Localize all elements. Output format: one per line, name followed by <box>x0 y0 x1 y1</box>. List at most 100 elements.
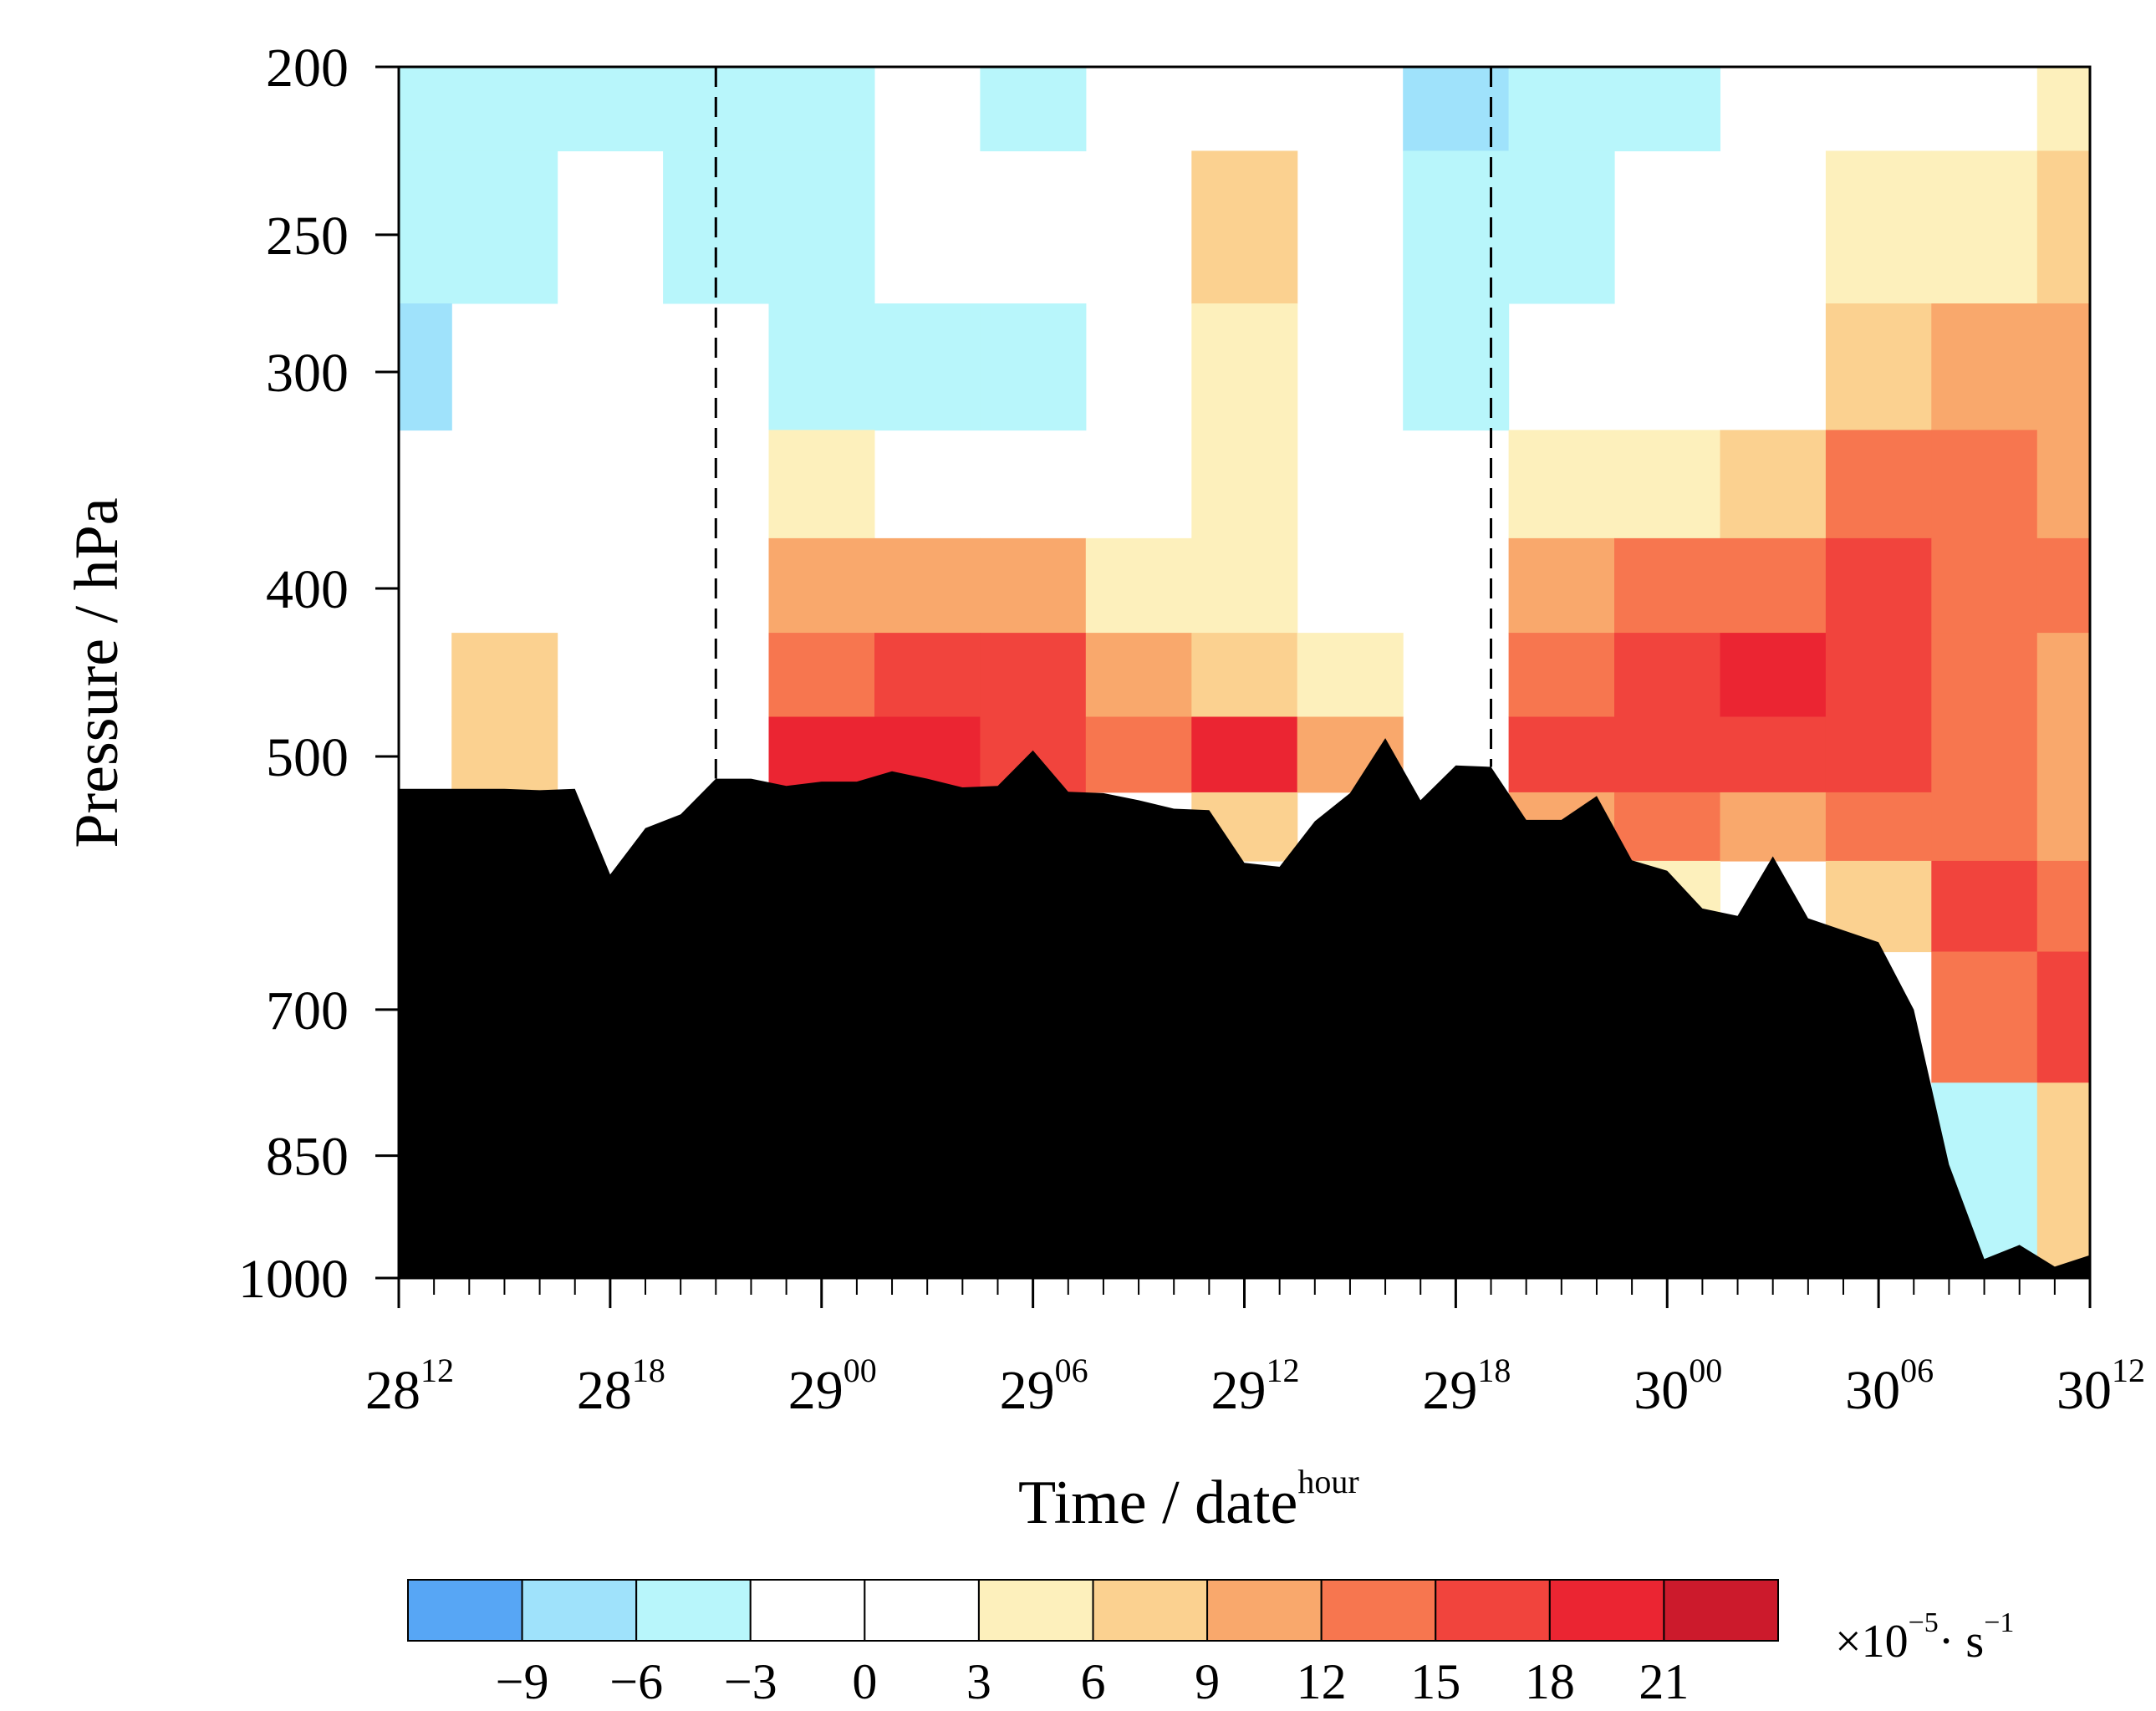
field-cell <box>1297 633 1404 718</box>
field-cell <box>2036 150 2090 304</box>
terrain-mask <box>399 738 2090 1278</box>
field-cell <box>1191 633 1298 718</box>
field-cell <box>874 633 981 718</box>
field-cell <box>1825 150 1932 304</box>
colorbar-unit: ×10−5· s−1 <box>1835 1607 2014 1668</box>
y-tick-label: 500 <box>266 727 349 788</box>
field-cell <box>399 67 452 151</box>
field-cell <box>980 537 1087 634</box>
field-cell <box>1614 792 1720 862</box>
colorbar-tick-label: 6 <box>1081 1654 1106 1709</box>
y-tick-label: 250 <box>266 206 349 267</box>
x-tick-hour: 06 <box>1900 1352 1934 1389</box>
x-tick-label: 3006 <box>1845 1352 1934 1421</box>
field-cell <box>768 633 875 718</box>
x-tick-date: 29 <box>1422 1360 1477 1421</box>
field-cell <box>1508 67 1615 151</box>
colorbar-box <box>1548 1579 1665 1642</box>
field-cell <box>399 303 452 431</box>
colorbar-box <box>521 1579 638 1642</box>
x-tick-label: 2900 <box>788 1352 877 1421</box>
field-cell <box>2036 860 2090 953</box>
x-tick-hour: 00 <box>844 1352 877 1389</box>
field-cell <box>1931 716 2038 793</box>
field-cell <box>1508 430 1615 539</box>
field-cell <box>2036 951 2090 1083</box>
field-cell <box>980 67 1087 151</box>
field-cell <box>451 716 558 793</box>
x-tick-label: 3000 <box>1634 1352 1722 1421</box>
field-cell <box>2036 303 2090 431</box>
field-cell <box>1931 150 2038 304</box>
field-cell <box>451 633 558 718</box>
field-cell <box>557 67 664 151</box>
field-cell <box>1720 716 1827 793</box>
field-cell <box>1614 633 1720 718</box>
field-cell <box>1614 430 1720 539</box>
colorbar-unit-base: ×10 <box>1835 1616 1909 1668</box>
colorbar-box <box>1206 1579 1323 1642</box>
field-cell <box>1931 303 2038 431</box>
y-tick-label: 300 <box>266 343 349 404</box>
field-cell <box>1508 716 1615 793</box>
field-cell <box>2036 633 2090 718</box>
field-cell <box>874 303 981 431</box>
field-cell <box>1191 303 1298 431</box>
field-cell <box>1614 67 1720 151</box>
x-axis: 2812 2818 2900 2906 2912 2918 3000 3006 3012 <box>365 1278 2145 1421</box>
field-cell <box>1931 951 2038 1083</box>
field-cell <box>1720 633 1827 718</box>
x-tick-date: 28 <box>365 1360 420 1421</box>
field-cell <box>2036 716 2090 793</box>
field-cell <box>980 633 1087 718</box>
field-cell <box>1191 537 1298 634</box>
x-tick-date: 30 <box>1845 1360 1900 1421</box>
colorbar-tick-label: 15 <box>1410 1654 1460 1709</box>
field-cell <box>1825 633 1932 718</box>
colorbar-box <box>1435 1579 1551 1642</box>
colorbar-unit-exponent: −5 <box>1909 1607 1939 1638</box>
x-tick-date: 29 <box>788 1360 844 1421</box>
y-tick-label: 850 <box>266 1127 349 1188</box>
x-tick-date: 30 <box>1634 1360 1689 1421</box>
y-axis: 200 250 300 400 500 700 850 1000 <box>238 38 399 1310</box>
field-cell <box>1931 860 2038 953</box>
colorbar-box <box>1663 1579 1779 1642</box>
field-cell <box>768 67 875 151</box>
field-cell <box>874 537 981 634</box>
field-cell <box>768 430 875 539</box>
colorbar-tick-label: 18 <box>1525 1654 1575 1709</box>
field-cell <box>768 150 875 304</box>
x-tick-label: 2918 <box>1422 1352 1511 1421</box>
colorbar-box <box>749 1579 866 1642</box>
field-cell <box>1720 537 1827 634</box>
field-cell <box>768 537 875 634</box>
x-axis-label: Time / datehour <box>1018 1463 1359 1537</box>
colorbar-box <box>1320 1579 1437 1642</box>
x-tick-label: 2812 <box>365 1352 454 1421</box>
x-tick-hour: 18 <box>1477 1352 1511 1389</box>
y-tick-label: 400 <box>266 559 349 620</box>
x-tick-hour: 12 <box>420 1352 454 1389</box>
field-cell <box>1931 537 2038 634</box>
field-cell <box>768 716 875 793</box>
field-cell <box>2036 67 2090 151</box>
field-cell <box>980 303 1087 431</box>
colorbar-box <box>1092 1579 1209 1642</box>
x-tick-hour: 12 <box>2112 1352 2145 1389</box>
field-cell <box>1191 430 1298 539</box>
colorbar-box <box>864 1579 980 1642</box>
field-cell <box>1614 716 1720 793</box>
field-cell <box>1931 633 2038 718</box>
field-cell <box>1614 537 1720 634</box>
colorbar-box <box>635 1579 752 1642</box>
y-tick-label: 1000 <box>238 1249 349 1310</box>
colorbar-tick-label: 12 <box>1297 1654 1347 1709</box>
field-cell <box>1825 537 1932 634</box>
x-tick-date: 30 <box>2057 1360 2112 1421</box>
field-cell <box>1825 716 1932 793</box>
colorbar-tick-label: −6 <box>609 1654 663 1709</box>
field-cell <box>2036 792 2090 862</box>
colorbar: −9 −6 −3 0 3 6 9 12 15 18 21 <box>407 1579 1779 1709</box>
